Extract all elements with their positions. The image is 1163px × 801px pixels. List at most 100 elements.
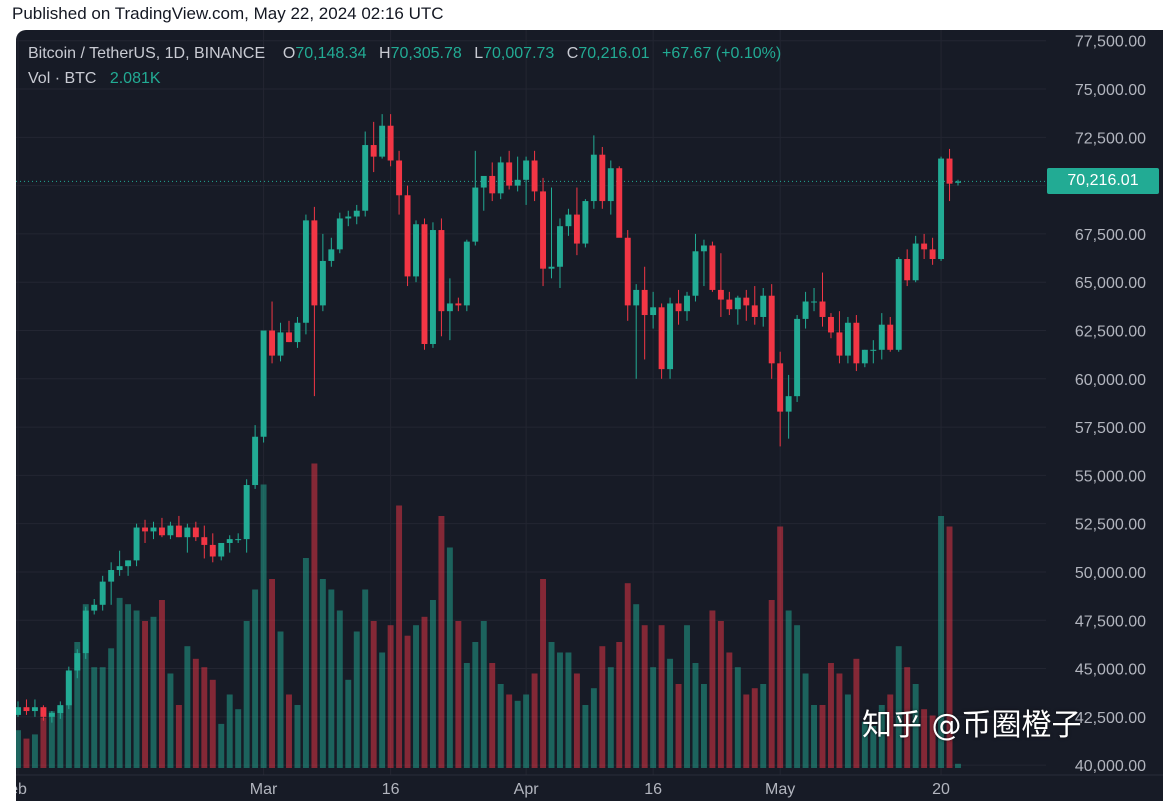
volume-bar: [751, 688, 758, 768]
y-axis-tick-label: 77,500.00: [1075, 34, 1146, 51]
volume-bar: [531, 673, 538, 768]
candle-body: [836, 332, 843, 356]
volume-bar: [658, 625, 665, 768]
volume-bar: [523, 694, 530, 768]
volume-bar: [717, 621, 724, 768]
volume-bar: [252, 589, 259, 768]
volume-bar: [142, 621, 148, 768]
candle-body: [201, 537, 208, 545]
volume-bar: [65, 673, 72, 768]
candle-body: [557, 226, 563, 267]
candle-body: [184, 527, 191, 538]
candle-body: [446, 303, 453, 312]
candlestick-chart[interactable]: 77,500.0075,000.0072,500.0070,000.0067,5…: [16, 30, 1163, 801]
volume-bar: [74, 642, 81, 768]
ohlc-legend: Bitcoin / TetherUS, 1D, BINANCE O70,148.…: [28, 45, 781, 63]
y-axis-tick-label: 60,000.00: [1075, 372, 1146, 389]
volume-value: 2.081K: [109, 70, 161, 87]
volume-bar: [540, 579, 547, 768]
volume-bar: [108, 648, 115, 768]
candle-body: [751, 305, 758, 317]
volume-bar: [82, 604, 89, 768]
candle-body: [353, 210, 360, 217]
open-label: O: [282, 45, 296, 62]
volume-bar: [641, 625, 648, 768]
candle-body: [142, 527, 148, 532]
x-axis-tick-label: eb: [16, 781, 27, 798]
candle-body: [540, 191, 547, 269]
candle-body: [523, 160, 530, 180]
volume-bar: [734, 667, 741, 768]
volume-bar: [489, 663, 496, 768]
candle-body: [895, 259, 902, 350]
volume-bar: [946, 526, 953, 768]
volume-bar: [819, 705, 826, 768]
candle-body: [472, 187, 479, 242]
candle-body: [743, 297, 750, 306]
candle-body: [692, 251, 699, 296]
chart-panel[interactable]: 77,500.0075,000.0072,500.0070,000.0067,5…: [16, 30, 1163, 801]
volume-bar: [828, 663, 834, 768]
volume-bar: [91, 667, 98, 768]
change-value: +67.67 (+0.10%): [661, 45, 782, 62]
volume-bar: [616, 642, 623, 768]
candle-body: [336, 218, 343, 250]
x-axis-tick-label: 16: [644, 781, 662, 798]
candle-body: [489, 175, 496, 194]
volume-bar: [760, 684, 767, 768]
volume-bar: [726, 652, 733, 768]
volume-bar: [159, 600, 165, 768]
candle-body: [438, 230, 445, 312]
volume-bar: [870, 726, 877, 768]
candle-body: [159, 527, 165, 536]
volume-bar: [150, 616, 157, 768]
volume-bar: [40, 717, 47, 768]
volume-bar: [16, 730, 21, 768]
volume-bar: [904, 667, 911, 768]
volume-bar: [438, 516, 445, 768]
candle-body: [650, 307, 657, 316]
volume-bar: [472, 642, 479, 768]
candle-body: [396, 160, 403, 196]
candle-body: [82, 610, 89, 654]
volume-bar: [116, 597, 123, 768]
candle-body: [421, 224, 428, 345]
volume-bar: [201, 667, 208, 768]
candle-body: [455, 303, 462, 306]
candle-body: [853, 322, 860, 364]
candle-body: [785, 396, 792, 412]
volume-legend: Vol · BTC 2.081K: [28, 70, 169, 88]
candle-body: [531, 160, 538, 192]
volume-label[interactable]: Vol · BTC: [28, 70, 97, 87]
high-label: H: [379, 45, 391, 62]
candle-body: [294, 322, 301, 343]
volume-bar: [582, 705, 589, 768]
candle-body: [252, 436, 259, 486]
candle-body: [768, 295, 775, 364]
volume-bar: [336, 610, 343, 768]
candle-body: [734, 297, 741, 310]
candle-body: [218, 542, 225, 557]
candle-body: [887, 324, 894, 350]
volume-bar: [861, 721, 868, 768]
volume-bar: [379, 652, 386, 768]
high-value: 70,305.78: [390, 45, 462, 62]
candle-body: [878, 324, 885, 350]
candle-body: [658, 307, 665, 370]
candle-body: [413, 224, 419, 277]
candle-body: [463, 241, 470, 306]
candle-body: [675, 303, 682, 312]
symbol-label[interactable]: Bitcoin / TetherUS, 1D, BINANCE: [28, 45, 266, 62]
volume-bar: [844, 694, 851, 768]
volume-bar: [709, 610, 716, 768]
candle-body: [192, 527, 199, 538]
volume-bar: [345, 679, 352, 768]
volume-bar: [235, 709, 242, 768]
volume-bar: [938, 516, 945, 768]
candle-body: [624, 237, 631, 306]
volume-bar: [209, 679, 216, 768]
candle-body: [582, 201, 589, 244]
volume-bar: [294, 705, 301, 768]
volume-bar: [404, 635, 411, 768]
candle-body: [802, 301, 809, 319]
